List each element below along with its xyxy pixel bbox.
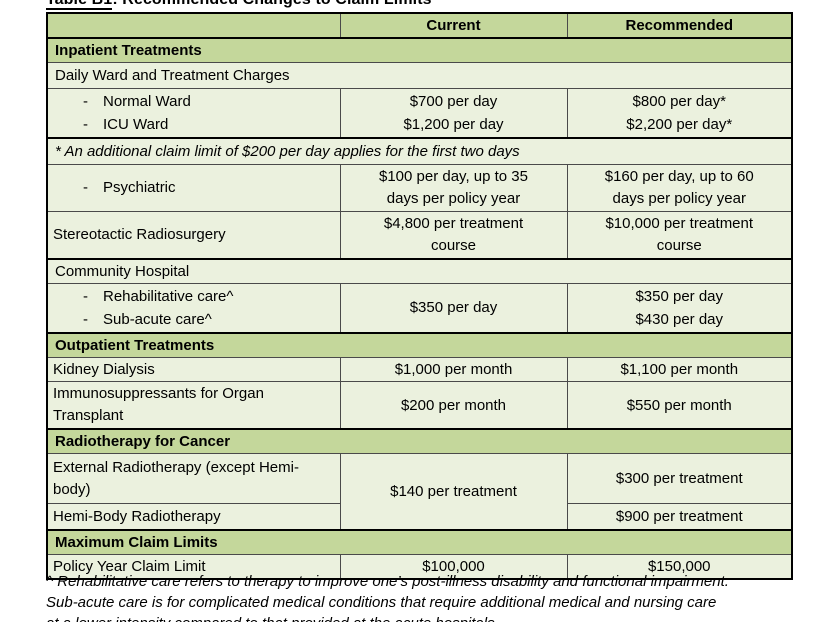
header-recommended: Recommended (566, 12, 793, 39)
cell-ward-labels: - Normal Ward - ICU Ward (46, 88, 341, 139)
value-normal-ward-recommended: $800 per day* (632, 93, 726, 110)
row-stereotactic: Stereotactic Radiosurgery $4,800 per tre… (46, 210, 793, 259)
section-label-radiotherapy: Radiotherapy for Cancer (46, 428, 793, 454)
subheader-label-daily-ward: Daily Ward and Treatment Charges (46, 62, 793, 89)
bullet-dash: - (83, 116, 88, 133)
value-sub-acute-recommended: $430 per day (635, 310, 724, 328)
cell-community-care-labels: - Rehabilitative care^ - Sub-acute care^ (46, 282, 341, 333)
value-line: $100 per day, up to 35 (378, 167, 528, 185)
cell-community-care-current: $350 per day (339, 282, 568, 333)
row-psychiatric: - Psychiatric $100 per day, up to 35 days… (46, 163, 793, 212)
cell-kidney-label: Kidney Dialysis (46, 357, 341, 382)
cell-psychiatric-label: - Psychiatric (46, 163, 341, 212)
value-icu-ward-current: $1,200 per day (403, 116, 504, 133)
label-sub-acute-care: Sub-acute care^ (103, 310, 212, 328)
cell-external-radio-recommended: $300 per treatment (566, 453, 793, 504)
bullet-dash: - (83, 310, 88, 328)
cell-kidney-recommended: $1,100 per month (566, 357, 793, 382)
asterisk-note-text: * An additional claim limit of $200 per … (46, 137, 793, 165)
section-row-inpatient: Inpatient Treatments (46, 37, 793, 63)
list-item: - Rehabilitative care^ (48, 285, 340, 308)
section-label-max-claims: Maximum Claim Limits (46, 528, 793, 555)
section-label-inpatient: Inpatient Treatments (46, 37, 793, 63)
cell-stereotactic-recommended: $10,000 per treatment course (566, 210, 793, 259)
row-asterisk-note: * An additional claim limit of $200 per … (46, 137, 793, 165)
cell-kidney-current: $1,000 per month (339, 357, 568, 382)
section-row-outpatient: Outpatient Treatments (46, 331, 793, 358)
row-ward-charges: - Normal Ward - ICU Ward $700 per day $1,2… (46, 88, 793, 139)
cell-immuno-current: $200 per month (339, 381, 568, 430)
subheader-row-community: Community Hospital (46, 257, 793, 284)
row-hemi-body-radiotherapy: Hemi-Body Radiotherapy $900 per treatmen… (46, 503, 793, 530)
cell-external-radio-label: External Radiotherapy (except Hemi-body) (46, 453, 341, 504)
cell-immuno-recommended: $550 per month (566, 381, 793, 430)
value-line: $4,800 per treatment (383, 214, 524, 232)
value-line: days per policy year (612, 189, 746, 207)
cell-ward-recommended: $800 per day* $2,200 per day* (566, 88, 793, 139)
footnote-line: ^ Rehabilitative care refers to therapy … (46, 573, 729, 590)
section-row-max-claims: Maximum Claim Limits (46, 528, 793, 555)
label-normal-ward: Normal Ward (103, 93, 191, 110)
value-icu-ward-recommended: $2,200 per day* (626, 116, 733, 133)
row-community-care: - Rehabilitative care^ - Sub-acute care^ $… (46, 282, 793, 333)
title-rest: : Recommended Changes to Claim Limits (112, 0, 431, 8)
value-line: days per policy year (386, 189, 521, 207)
subheader-row-daily-ward: Daily Ward and Treatment Charges (46, 62, 793, 89)
row-policy-year-limit: Policy Year Claim Limit $100,000 $150,00… (46, 553, 793, 580)
page-title: Table B1: Recommended Changes to Claim L… (46, 0, 432, 10)
label-rehabilitative-care: Rehabilitative care^ (103, 287, 234, 305)
bullet-dash: - (83, 93, 88, 110)
label-icu-ward: ICU Ward (103, 116, 169, 133)
value-normal-ward-current: $700 per day (409, 93, 498, 110)
row-kidney-dialysis: Kidney Dialysis $1,000 per month $1,100 … (46, 357, 793, 382)
value-rehabilitative-recommended: $350 per day (635, 287, 724, 305)
header-current: Current (339, 12, 568, 39)
value-line: $160 per day, up to 60 (604, 167, 754, 185)
cell-policy-year-current: $100,000 (339, 553, 568, 580)
cell-hemi-body-recommended: $900 per treatment (566, 503, 793, 530)
cell-community-care-recommended: $350 per day $430 per day (566, 282, 793, 333)
cell-policy-year-recommended: $150,000 (566, 553, 793, 580)
value-line: $10,000 per treatment (605, 214, 754, 232)
list-item: - Sub-acute care^ (48, 308, 340, 331)
bullet-dash: - (83, 287, 88, 305)
section-label-outpatient: Outpatient Treatments (46, 331, 793, 358)
cell-psychiatric-current: $100 per day, up to 35 days per policy y… (339, 163, 568, 212)
table-header-row: Current Recommended (46, 12, 793, 39)
list-item: - ICU Ward (48, 113, 340, 136)
header-item-cell (46, 12, 341, 39)
caret-footnote: ^ Rehabilitative care refers to therapy … (46, 571, 828, 622)
footnote-line: at a lower intensity compared to that pr… (46, 613, 828, 622)
bullet-dash: - (83, 179, 88, 196)
value-line: course (430, 236, 477, 254)
value-line: course (656, 236, 702, 254)
list-item: - Normal Ward (48, 90, 340, 113)
cell-immuno-label: Immunosuppressants for Organ Transplant (46, 381, 341, 430)
row-external-radiotherapy: External Radiotherapy (except Hemi-body)… (46, 453, 793, 530)
row-immunosuppressants: Immunosuppressants for Organ Transplant … (46, 381, 793, 430)
cell-ward-current: $700 per day $1,200 per day (339, 88, 568, 139)
cell-stereotactic-label: Stereotactic Radiosurgery (46, 210, 341, 259)
label-psychiatric: Psychiatric (103, 179, 176, 196)
cell-hemi-body-label: Hemi-Body Radiotherapy (46, 503, 341, 530)
cell-stereotactic-current: $4,800 per treatment course (339, 210, 568, 259)
claim-limits-table: Current Recommended Inpatient Treatments… (46, 12, 793, 580)
cell-policy-year-label: Policy Year Claim Limit (46, 553, 341, 580)
title-underlined-part: Table B1 (46, 0, 113, 10)
section-row-radiotherapy: Radiotherapy for Cancer (46, 428, 793, 454)
list-item: - Psychiatric (48, 176, 340, 199)
footnote-line: Sub-acute care is for complicated medica… (46, 594, 717, 611)
subheader-label-community: Community Hospital (46, 257, 793, 284)
cell-radiotherapy-current-merged: $140 per treatment (339, 453, 568, 530)
cell-psychiatric-recommended: $160 per day, up to 60 days per policy y… (566, 163, 793, 212)
